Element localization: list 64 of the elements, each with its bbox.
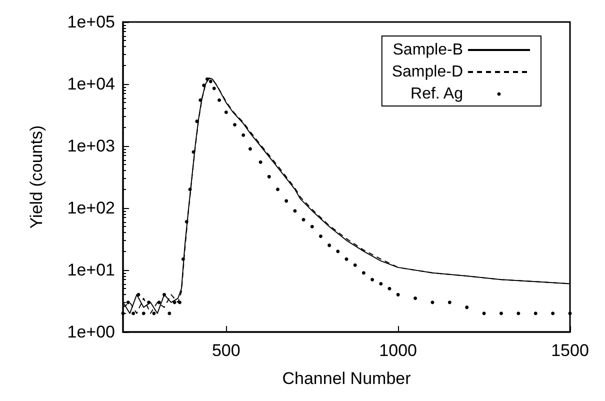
point [224,110,228,114]
point [181,257,185,261]
point [136,292,140,296]
point [198,98,202,102]
point [147,300,151,304]
point [195,120,199,124]
point [248,147,252,151]
point [551,312,555,316]
point [482,312,486,316]
point [370,278,374,282]
point [516,312,520,316]
legend-label: Sample-D [392,64,463,80]
point [362,271,366,275]
y-tick-label: 1e+04 [67,74,115,94]
point [302,218,306,222]
point [242,133,246,137]
point [534,312,538,316]
point [258,160,262,164]
point [126,300,130,304]
point [205,77,209,81]
legend-label: Sample-B [392,42,463,58]
y-tick-label: 1e+02 [67,198,115,218]
x-tick-label: 500 [212,341,240,360]
point [284,199,288,203]
point [168,312,172,316]
point [132,312,136,316]
point [267,174,271,178]
point [328,244,332,248]
point [233,123,236,127]
point [293,209,297,213]
point [336,250,340,254]
point [212,86,216,90]
point [178,300,182,304]
point [157,300,161,304]
point [430,300,434,304]
y-tick-label: 1e+00 [67,322,115,342]
y-axis-title: Yield (counts) [27,125,46,229]
point [162,292,166,296]
point [353,263,357,267]
point [318,234,322,238]
point [396,292,400,296]
point [465,306,469,310]
legend-label: Ref. Ag [410,86,463,102]
point [499,312,503,316]
x-tick-label: 1000 [379,341,417,360]
point [208,80,212,84]
point [188,188,192,192]
y-tick-label: 1e+05 [67,12,115,32]
point [218,98,222,102]
point [152,312,156,316]
y-tick-label: 1e+03 [67,136,115,156]
point [414,296,418,300]
point [142,312,146,316]
x-axis-title: Channel Number [282,369,412,388]
point [388,286,392,290]
x-tick-label: 1500 [551,341,589,360]
point [379,282,383,286]
point [448,300,452,304]
point [276,188,280,192]
point [184,220,188,224]
point [310,224,314,228]
point [568,312,572,316]
point [172,300,176,304]
y-tick-label: 1e+01 [67,260,115,280]
